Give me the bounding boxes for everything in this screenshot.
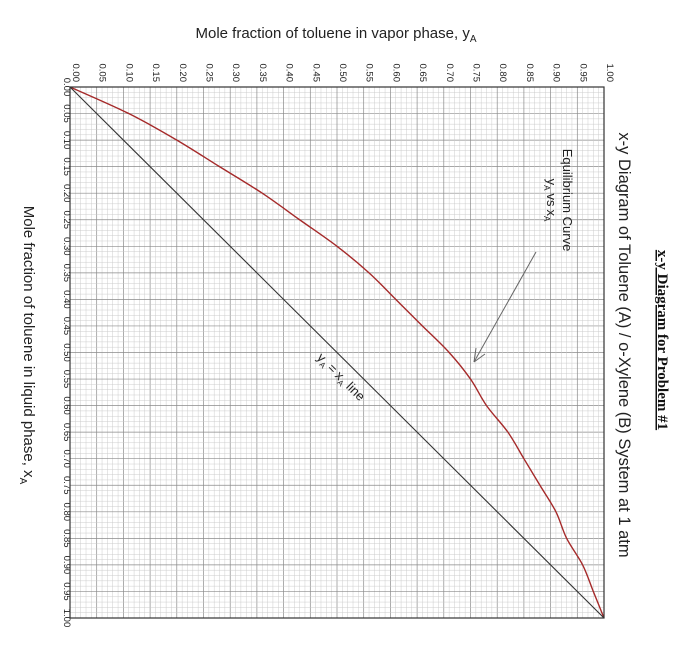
x-tick-labels: 0.00 0.05 0.10 0.15 0.20 0.25 0.30 0.35 0.40 0.45…: [61, 78, 72, 628]
y-tick-label: 0.40: [284, 64, 295, 83]
chart-heading: x-y Diagram for Problem #1: [654, 250, 670, 430]
y-axis-label-main: Mole fraction of toluene in vapor phase,…: [195, 25, 470, 42]
chart-title: x-y Diagram of Toluene (A) / o-Xylene (B…: [615, 132, 633, 557]
y-tick-label: 0.50: [337, 64, 348, 83]
y-tick-label: 0.55: [364, 64, 375, 83]
y-tick-label: 0.65: [417, 64, 428, 83]
x-tick-label: 1.00: [61, 609, 72, 628]
x-tick-label: 0.30: [61, 237, 72, 256]
x-tick-label: 0.40: [61, 290, 72, 309]
x-tick-label: 0.70: [61, 449, 72, 468]
y-tick-label: 0.25: [204, 64, 215, 83]
y-axis-label-sub: A: [470, 34, 477, 45]
y-tick-label: 0.60: [390, 64, 401, 83]
y-tick-label: 0.75: [471, 64, 482, 83]
x-tick-label: 0.65: [61, 423, 72, 442]
y-tick-label: 1.00: [604, 64, 615, 83]
y-axis-label: Mole fraction of toluene in vapor phase,…: [195, 25, 476, 45]
y-tick-label: 0.00: [70, 64, 81, 83]
y-tick-label: 0.95: [577, 64, 588, 83]
x-tick-label: 0.45: [61, 317, 72, 336]
plot-frame: [69, 86, 605, 619]
y-tick-labels: 0.00 0.05 0.10 0.15 0.20 0.25 0.30 0.35 0.40 0.45…: [70, 64, 615, 83]
x-tick-label: 0.60: [61, 396, 72, 415]
y-tick-label: 0.85: [524, 64, 535, 83]
grid: [69, 86, 605, 619]
x-tick-label: 0.75: [61, 476, 72, 495]
x-axis-label-sub: A: [17, 478, 28, 485]
y-equals-x-line: [69, 86, 605, 619]
x-tick-label: 0.20: [61, 184, 72, 203]
y-tick-label: 0.80: [497, 64, 508, 83]
y-tick-label: 0.20: [177, 64, 188, 83]
y-tick-label: 0.15: [150, 64, 161, 83]
y-tick-label: 0.70: [444, 64, 455, 83]
x-tick-label: 0.85: [61, 529, 72, 548]
equilibrium-sub-label: yAvsxA: [542, 179, 559, 222]
y-tick-label: 0.30: [230, 64, 241, 83]
y-tick-label: 0.45: [310, 64, 321, 83]
x-axis-label: Mole fraction of toluene in liquid phase…: [17, 206, 37, 485]
x-tick-label: 0.35: [61, 264, 72, 283]
equilibrium-annotation: Equilibrium Curve yAvsxA: [542, 149, 575, 252]
y-tick-label: 0.05: [97, 64, 108, 83]
equilibrium-arrow: [473, 251, 537, 363]
y-tick-label: 0.10: [123, 64, 134, 83]
x-tick-label: 0.90: [61, 556, 72, 575]
equilibrium-curve: [69, 86, 605, 619]
x-tick-label: 0.55: [61, 370, 72, 389]
x-tick-label: 0.10: [61, 131, 72, 150]
equilibrium-arrow-head: [473, 347, 486, 363]
x-tick-label: 0.80: [61, 503, 72, 522]
x-axis-label-main: Mole fraction of toluene in liquid phase…: [20, 206, 37, 478]
y-tick-label: 0.35: [257, 64, 268, 83]
equilibrium-label: Equilibrium Curve: [560, 149, 575, 252]
x-tick-label: 0.05: [61, 104, 72, 123]
x-tick-label: 0.95: [61, 582, 72, 601]
x-tick-label: 0.15: [61, 157, 72, 176]
x-tick-label: 0.50: [61, 343, 72, 362]
y-tick-label: 0.90: [551, 64, 562, 83]
x-tick-label: 0.00: [61, 78, 72, 97]
series-group: [69, 86, 605, 619]
x-tick-label: 0.25: [61, 211, 72, 230]
